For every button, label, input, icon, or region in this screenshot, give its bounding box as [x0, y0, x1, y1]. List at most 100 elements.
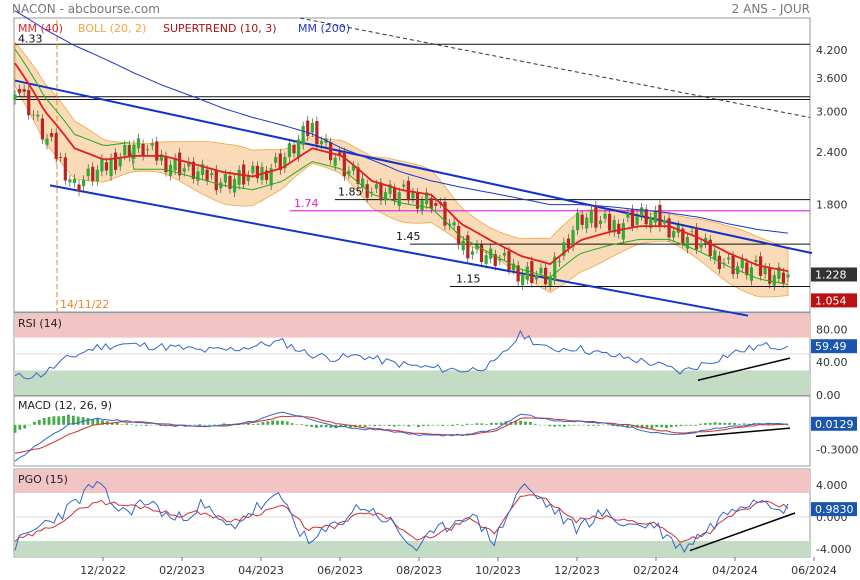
- candle-body: [575, 212, 580, 231]
- macd-histogram-bar: [290, 423, 294, 425]
- pgo-value-badge-bg: [811, 502, 857, 517]
- macd-histogram-bar: [208, 424, 211, 426]
- candle-body: [672, 231, 676, 238]
- macd-histogram-bar: [344, 424, 347, 427]
- candle-body: [182, 168, 186, 172]
- candle-body: [63, 157, 67, 181]
- price-tick-label: 3.000: [816, 105, 848, 118]
- mm40-line: [14, 62, 789, 273]
- candle-body: [17, 89, 22, 93]
- candle-body: [685, 236, 689, 249]
- candle-body: [306, 120, 310, 137]
- candle-body: [178, 152, 182, 176]
- candle-body: [310, 122, 314, 133]
- macd-histogram-bar: [203, 424, 207, 426]
- macd-histogram-bar: [47, 417, 51, 425]
- macd-histogram-bar: [198, 424, 202, 425]
- candle-body: [461, 240, 465, 251]
- macd-value-badge: 0.0129: [815, 418, 854, 431]
- candle-body: [132, 144, 136, 159]
- candle-body: [72, 178, 77, 184]
- macd-histogram-bar: [572, 424, 576, 426]
- level-label: 4.33: [18, 32, 43, 45]
- rsi-tick-label: 80.00: [816, 323, 848, 336]
- macd-histogram-bar: [465, 423, 469, 425]
- macd-histogram-bar: [543, 424, 547, 426]
- macd-histogram-bar: [431, 424, 435, 426]
- macd-histogram-bar: [242, 424, 245, 425]
- macd-histogram-bar: [246, 423, 250, 425]
- candle-body: [54, 133, 58, 159]
- macd-histogram-bar: [62, 415, 66, 425]
- macd-histogram-bar: [480, 423, 484, 425]
- candle-body: [136, 138, 141, 149]
- macd-histogram-bar: [587, 424, 591, 426]
- candle-body: [36, 114, 40, 117]
- macd-histogram-bar: [402, 424, 406, 426]
- candle-body: [196, 171, 200, 181]
- candle-body: [740, 258, 744, 269]
- level-label: 1.15: [456, 272, 481, 285]
- candle-body: [589, 210, 593, 224]
- macd-histogram-bar: [694, 424, 698, 426]
- candle-body: [141, 143, 145, 156]
- x-tick-label: 02/2023: [159, 564, 205, 577]
- candle-body: [425, 192, 429, 205]
- pgo-trendline: [689, 512, 796, 552]
- macd-histogram-bar: [703, 423, 707, 425]
- rsi-overbought-zone: [15, 314, 810, 338]
- candle-body: [246, 174, 250, 181]
- pgo-value-badge: 0.9830: [815, 503, 854, 516]
- macd-line: [14, 411, 789, 462]
- candle-body: [127, 145, 131, 158]
- macd-histogram-bar: [723, 422, 727, 425]
- supertrend-badge: 1.054: [815, 294, 847, 307]
- macd-histogram-bar: [149, 424, 153, 426]
- macd-histogram-bar: [446, 424, 450, 426]
- macd-histogram-bar: [212, 424, 216, 426]
- date-marker-label: 14/11/22: [60, 298, 109, 311]
- level-label: 1.74: [294, 197, 319, 210]
- candle-body: [548, 276, 552, 287]
- macd-histogram-bar: [140, 424, 143, 426]
- candle-body: [319, 141, 324, 145]
- candle-body: [22, 89, 26, 92]
- candle-body: [662, 220, 667, 224]
- candle-body: [608, 213, 612, 231]
- candle-body: [402, 184, 406, 187]
- x-tick-label: 12/2022: [80, 564, 126, 577]
- macd-histogram-bar: [436, 424, 440, 426]
- macd-histogram-bar: [86, 418, 90, 425]
- candle-body: [374, 184, 378, 189]
- candle-body: [168, 164, 173, 176]
- macd-histogram-bar: [125, 423, 129, 425]
- macd-histogram-bar: [115, 422, 119, 425]
- macd-histogram-bar: [562, 424, 566, 427]
- macd-histogram-bar: [456, 424, 459, 425]
- candle-body: [379, 182, 383, 201]
- candle-body: [278, 153, 282, 171]
- candle-body: [82, 179, 86, 187]
- macd-histogram-bar: [295, 424, 299, 425]
- candle-body: [626, 212, 630, 218]
- macd-histogram-bar: [718, 422, 722, 425]
- macd-histogram-bar: [548, 424, 552, 427]
- period-label[interactable]: 2 ANS - JOUR: [732, 2, 810, 16]
- macd-histogram-bar: [451, 424, 454, 426]
- macd-histogram-bar: [674, 424, 678, 427]
- macd-histogram-bar: [101, 420, 104, 425]
- macd-histogram-bar: [37, 419, 41, 425]
- macd-histogram-bar: [728, 422, 732, 425]
- candle-body: [603, 213, 607, 219]
- macd-histogram-bar: [96, 418, 100, 425]
- macd-histogram-bar: [28, 424, 31, 426]
- macd-histogram-bar: [217, 424, 221, 426]
- candle-body: [370, 192, 374, 194]
- candle-body: [269, 168, 273, 186]
- macd-histogram-bar: [397, 424, 401, 426]
- supertrend-line: [14, 49, 789, 285]
- candle-body: [786, 274, 790, 278]
- macd-histogram-bar: [767, 423, 770, 425]
- candle-body: [255, 165, 260, 179]
- macd-histogram-bar: [305, 424, 309, 427]
